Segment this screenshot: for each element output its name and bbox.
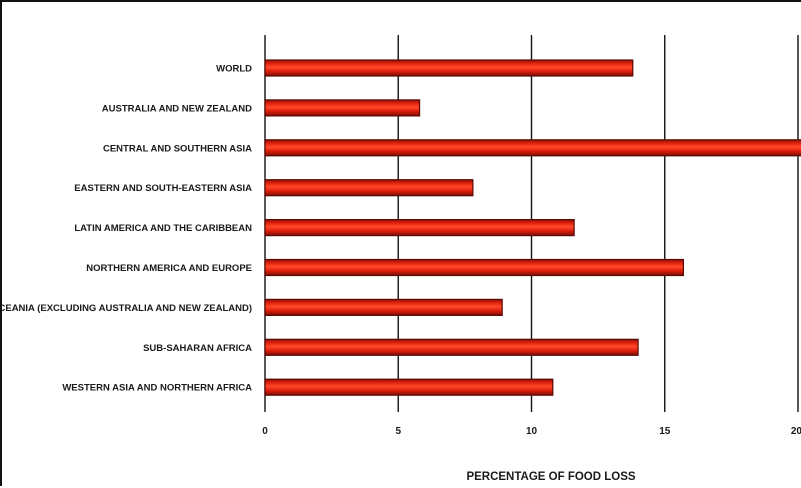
bar-6	[264, 298, 503, 316]
bar-3	[264, 179, 474, 197]
category-label-5: NORTHERN AMERICA AND EUROPE	[86, 263, 252, 274]
bar-4	[264, 219, 575, 237]
x-axis-title: PERCENTAGE OF FOOD LOSS	[466, 471, 635, 483]
category-label-4: LATIN AMERICA AND THE CARIBBEAN	[74, 223, 252, 234]
tick-label-5: 5	[395, 426, 401, 437]
tick-label-15: 15	[659, 426, 671, 437]
category-label-2: CENTRAL AND SOUTHERN ASIA	[103, 143, 252, 154]
bar-0	[264, 59, 634, 77]
tick-label-10: 10	[526, 426, 538, 437]
tick-label-0: 0	[262, 426, 268, 437]
category-label-1: AUSTRALIA AND NEW ZEALAND	[102, 103, 252, 114]
category-label-0: WORLD	[216, 64, 252, 75]
category-label-7: SUB-SAHARAN AFRICA	[143, 343, 252, 354]
category-label-6: OCEANIA (EXCLUDING AUSTRALIA AND NEW ZEA…	[2, 303, 252, 314]
tick-label-20: 20	[791, 426, 801, 437]
bar-1	[264, 99, 421, 117]
bar-8	[264, 378, 554, 396]
category-label-8: WESTERN ASIA AND NORTHERN AFRICA	[62, 383, 252, 394]
bar-2	[264, 139, 801, 157]
bar-7	[264, 338, 639, 356]
bar-5	[264, 258, 685, 277]
category-label-3: EASTERN AND SOUTH-EASTERN ASIA	[74, 183, 252, 194]
